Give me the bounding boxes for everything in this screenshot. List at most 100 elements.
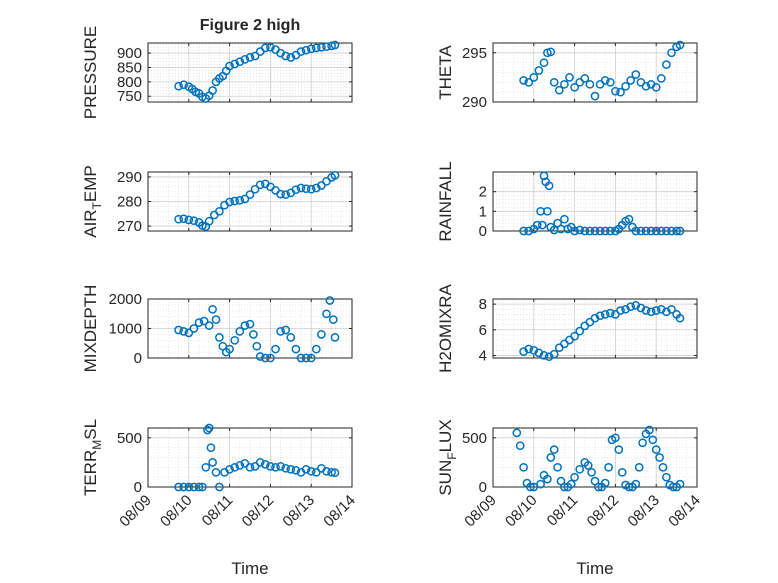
data-point	[245, 190, 255, 199]
data-point	[249, 330, 258, 339]
data-point	[301, 45, 311, 55]
y-tick-label: 500	[462, 430, 487, 447]
axes-box	[147, 42, 353, 103]
y-axis-label-main: RAINFALL	[436, 161, 455, 241]
y-tick-label: 270	[117, 218, 142, 235]
data-point	[611, 433, 620, 443]
x-tick-label: 08/13	[279, 492, 318, 531]
data-point	[330, 171, 340, 180]
data-point	[526, 482, 535, 492]
data-point	[636, 303, 646, 313]
y-tick-label: 8	[479, 296, 487, 313]
data-point	[276, 327, 285, 336]
data-point	[281, 51, 291, 61]
data-point	[543, 474, 552, 484]
data-point	[651, 445, 661, 454]
data-point	[225, 344, 234, 354]
x-tick-label: 08/12	[239, 492, 278, 531]
data-point	[646, 307, 656, 317]
data-point	[675, 40, 685, 50]
data-point	[235, 57, 245, 67]
data-point	[317, 42, 326, 52]
subplot-5: 0 1000 2000 MIXDEPTH	[81, 285, 353, 373]
data-point	[600, 76, 610, 85]
data-point	[590, 226, 600, 236]
y-axis-label: PRESSURE	[81, 26, 100, 120]
data-point	[184, 328, 194, 338]
y-tick-label: 0	[134, 479, 142, 496]
data-point	[539, 58, 549, 68]
data-point	[595, 226, 605, 236]
data-point	[560, 214, 569, 224]
plot-area	[493, 172, 697, 231]
data-point	[245, 319, 255, 329]
data-point	[225, 61, 234, 71]
data-point	[330, 468, 340, 478]
data-point	[235, 195, 245, 205]
data-point	[281, 190, 291, 199]
x-axis-label-right: Time	[576, 559, 613, 578]
data-point	[204, 423, 214, 433]
data-point	[651, 306, 661, 315]
y-tick-label: 500	[117, 430, 142, 447]
y-tick-label: 0	[479, 479, 487, 496]
data-point	[585, 226, 595, 236]
y-axis-label-main: H2OMIXRA	[436, 283, 455, 372]
data-point	[575, 326, 585, 336]
data-point	[534, 348, 544, 358]
data-point	[585, 79, 595, 89]
data-point	[614, 445, 624, 454]
data-point	[301, 464, 311, 474]
data-point	[255, 352, 265, 361]
x-tick-label: 08/11	[544, 492, 582, 530]
data-point	[286, 53, 296, 62]
data-point	[566, 479, 576, 489]
y-axis-label: MIXDEPTH	[81, 285, 100, 373]
data-point	[286, 333, 296, 342]
data-point	[211, 467, 221, 477]
data-point	[325, 296, 335, 305]
data-point	[549, 349, 559, 359]
data-point	[656, 226, 666, 236]
series-markers	[174, 171, 340, 231]
data-point	[211, 315, 221, 324]
data-point	[215, 206, 224, 216]
subplot-6: 4 6 8 H2OMIXRA	[436, 283, 698, 373]
data-point	[271, 462, 280, 472]
data-point	[519, 226, 528, 236]
data-point	[590, 313, 600, 323]
data-point	[184, 215, 194, 225]
data-point	[621, 81, 630, 91]
series-markers	[174, 296, 340, 363]
data-point	[306, 466, 316, 476]
data-point	[296, 353, 306, 363]
data-point	[194, 318, 204, 327]
data-point	[291, 344, 301, 354]
data-point	[266, 462, 275, 471]
data-point	[667, 48, 676, 58]
data-point	[600, 478, 610, 488]
subplot-2: 290 295 THETA	[436, 40, 698, 111]
data-point	[271, 344, 280, 354]
series-markers	[174, 40, 340, 103]
data-point	[605, 226, 615, 236]
data-point	[672, 226, 681, 236]
data-point	[240, 55, 250, 64]
data-point	[537, 220, 547, 230]
data-point	[638, 438, 647, 448]
data-point	[208, 304, 217, 314]
data-point	[230, 335, 240, 345]
data-point	[306, 353, 316, 363]
data-point	[174, 325, 183, 335]
data-point	[179, 327, 189, 336]
data-point	[539, 171, 549, 181]
data-point	[565, 73, 574, 82]
data-point	[255, 458, 265, 467]
data-point	[616, 87, 625, 97]
data-point	[546, 47, 556, 57]
data-point	[230, 196, 240, 206]
data-point	[215, 333, 224, 342]
data-point	[575, 464, 585, 474]
data-point	[611, 86, 620, 96]
data-point	[645, 425, 654, 435]
